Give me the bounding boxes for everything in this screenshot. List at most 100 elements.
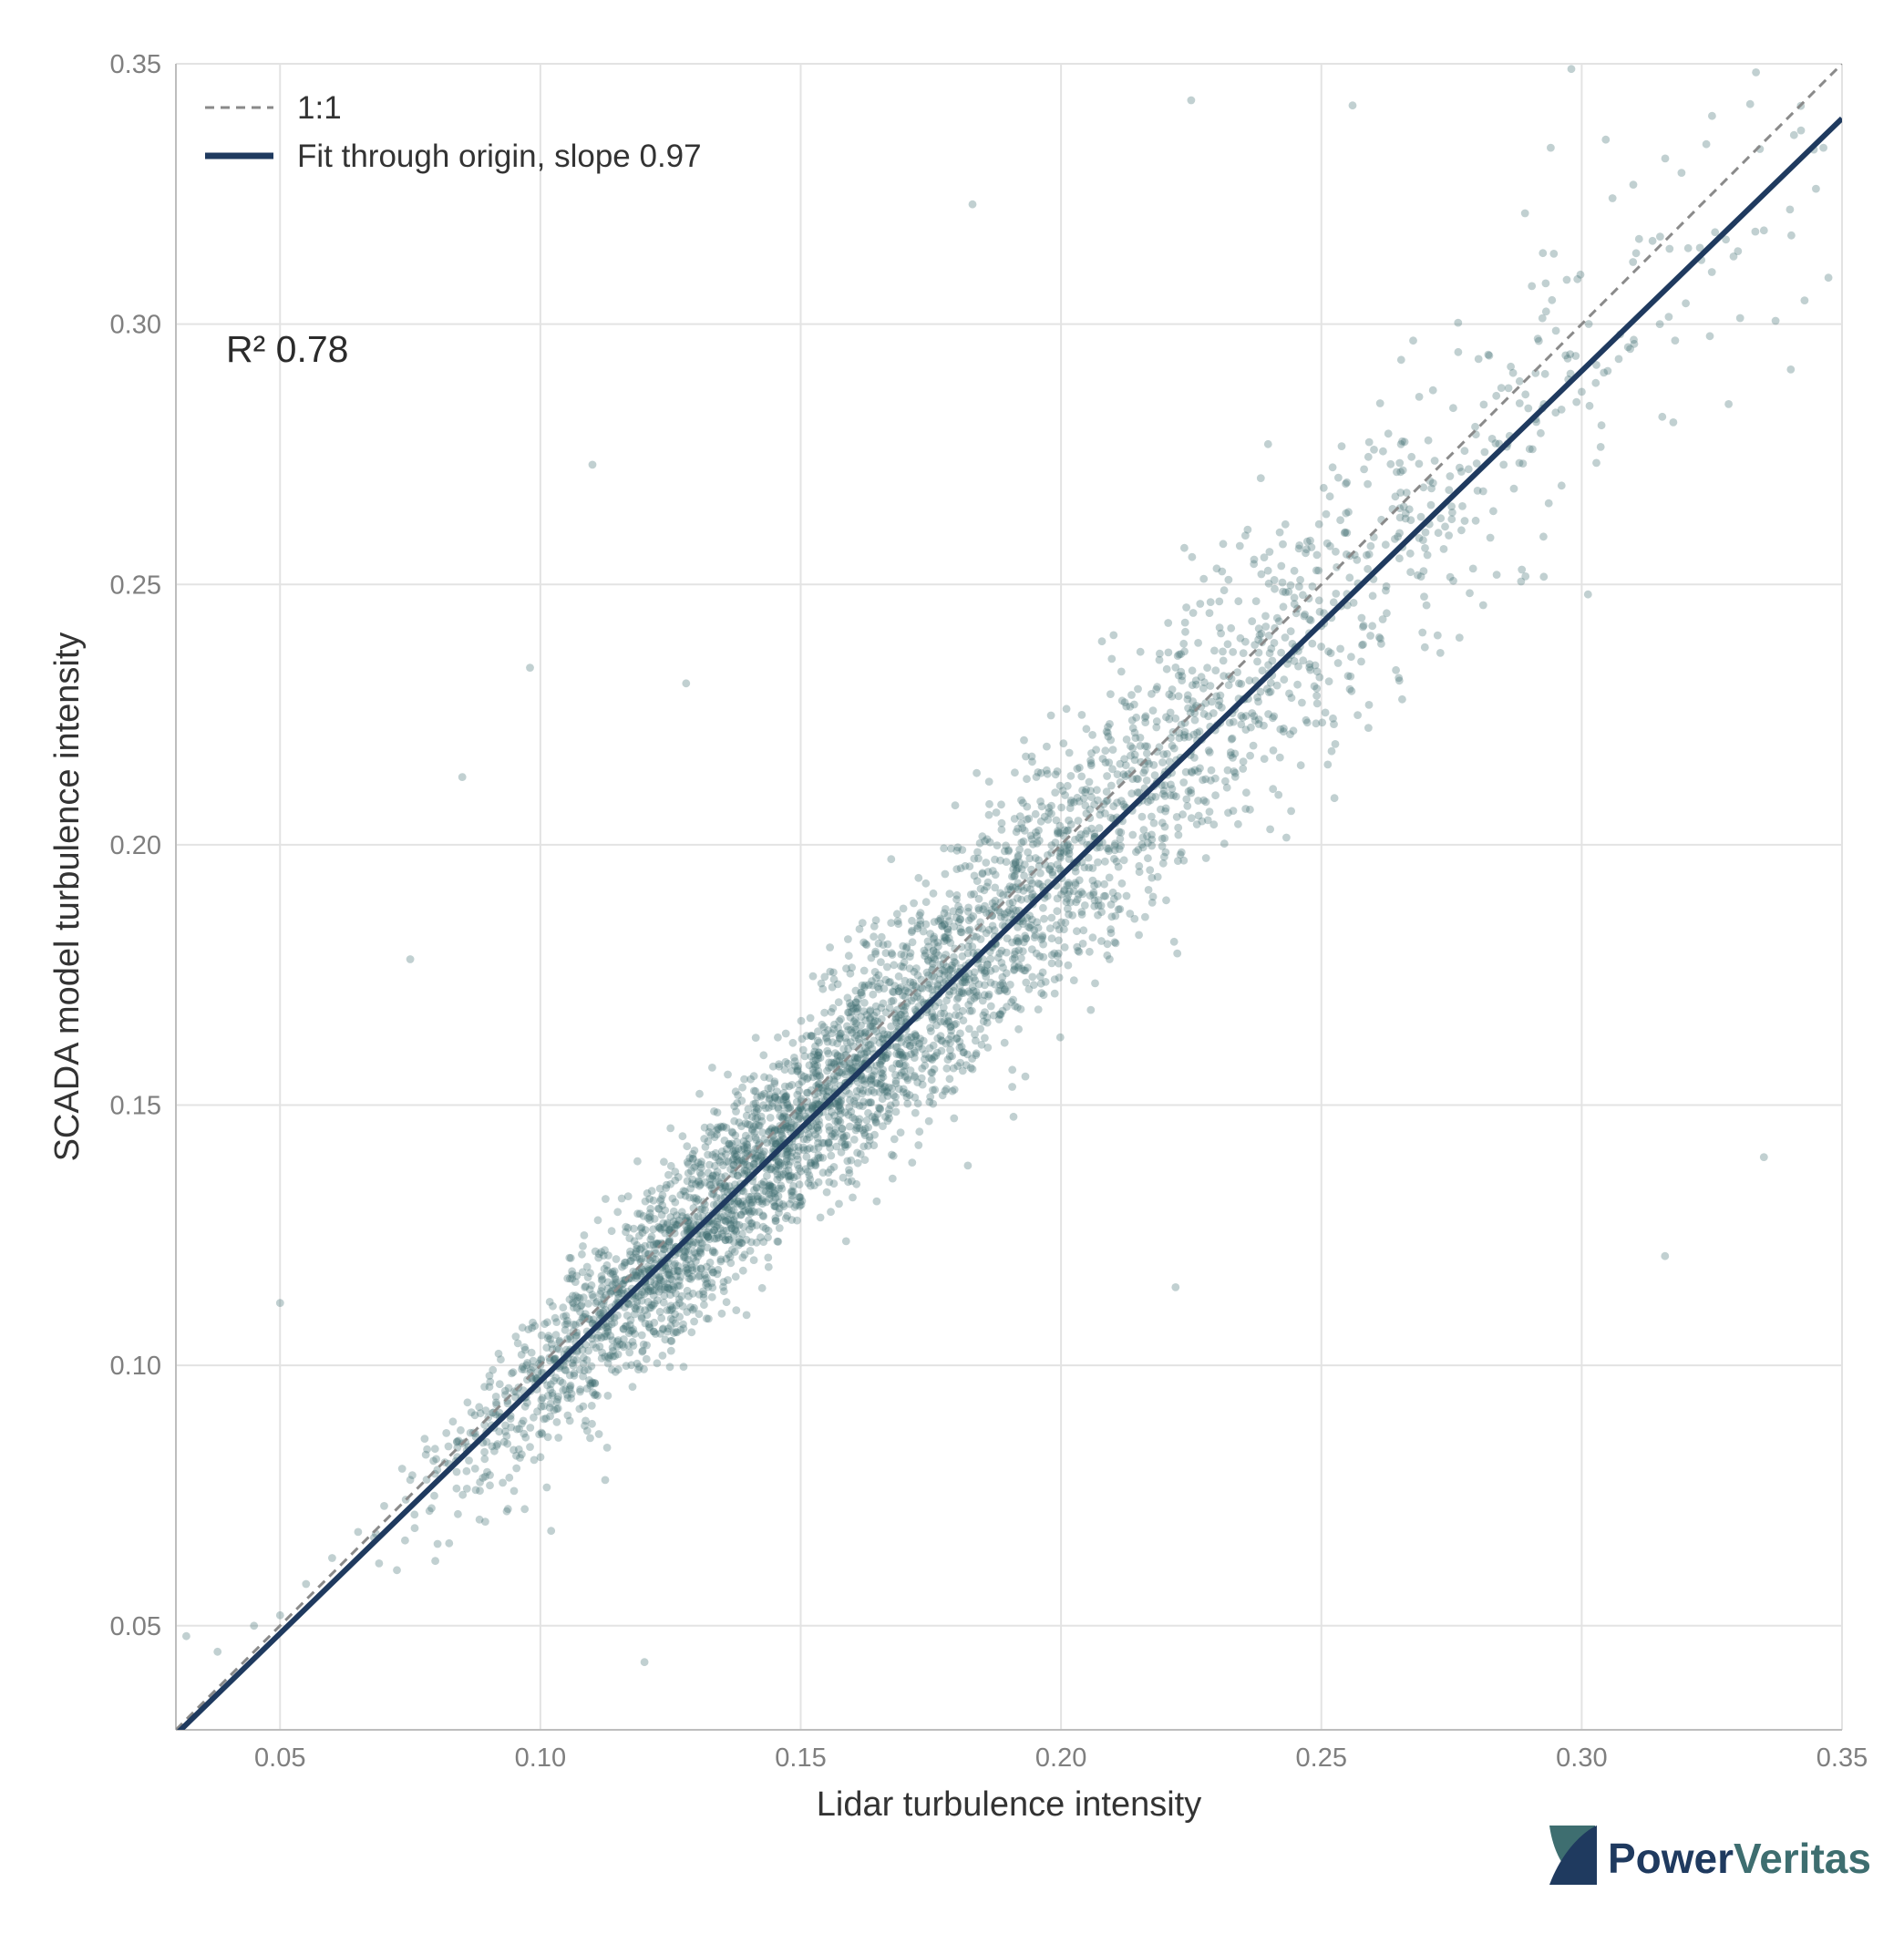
scatter-point: [1008, 898, 1017, 907]
scatter-point: [780, 1161, 789, 1169]
scatter-point: [870, 1115, 880, 1124]
scatter-point: [640, 1658, 649, 1667]
scatter-point: [848, 1177, 856, 1186]
scatter-point: [784, 1116, 793, 1125]
scatter-point: [1263, 439, 1272, 448]
scatter-point: [1176, 850, 1185, 859]
scatter-point: [656, 1197, 664, 1206]
scatter-point: [914, 1141, 923, 1149]
scatter-point: [1082, 785, 1091, 794]
scatter-point: [621, 1303, 629, 1311]
scatter-point: [781, 1057, 790, 1066]
scatter-point: [911, 1031, 920, 1040]
scatter-point: [1121, 761, 1130, 769]
scatter-point: [1220, 672, 1228, 680]
scatter-point: [927, 1054, 936, 1063]
scatter-point: [1058, 787, 1067, 795]
scatter-point: [1079, 794, 1088, 803]
scatter-point: [958, 846, 967, 854]
scatter-point: [851, 1004, 860, 1013]
scatter-point: [1063, 781, 1072, 790]
scatter-point: [613, 1350, 623, 1359]
scatter-point: [892, 1059, 901, 1068]
scatter-point: [656, 1276, 665, 1285]
scatter-point: [1327, 746, 1336, 756]
scatter-point: [610, 1267, 619, 1276]
scatter-point: [571, 1291, 580, 1301]
scatter-point: [973, 877, 982, 885]
scatter-point: [1024, 985, 1034, 993]
scatter-point: [688, 1154, 697, 1163]
scatter-point: [790, 1203, 799, 1211]
scatter-point: [722, 1157, 731, 1166]
scatter-point: [834, 1116, 843, 1125]
scatter-point: [482, 1437, 491, 1446]
scatter-point: [820, 1008, 828, 1017]
scatter-point: [655, 1224, 664, 1233]
y-tick-label: 0.15: [110, 1092, 161, 1121]
scatter-point: [859, 1126, 867, 1135]
scatter-point: [671, 1176, 680, 1185]
scatter-point: [810, 1158, 819, 1167]
scatter-point: [979, 905, 988, 914]
y-tick-label: 0.20: [110, 831, 161, 860]
scatter-point: [1286, 627, 1295, 635]
scatter-point: [684, 1269, 693, 1278]
scatter-point: [595, 1342, 604, 1351]
scatter-point: [1629, 258, 1638, 266]
scatter-point: [857, 988, 865, 997]
scatter-point: [1584, 320, 1593, 328]
scatter-point: [762, 1198, 771, 1207]
scatter-point: [949, 1064, 958, 1073]
scatter-point: [826, 967, 835, 976]
scatter-point: [838, 1137, 846, 1147]
scatter-point: [750, 1159, 758, 1168]
scatter-point: [894, 920, 903, 929]
scatter-point: [581, 1282, 590, 1291]
scatter-point: [746, 1209, 755, 1218]
scatter-point: [527, 1348, 536, 1357]
scatter-point: [1077, 836, 1086, 845]
scatter-point: [936, 914, 945, 923]
scatter-point: [1040, 812, 1049, 821]
scatter-point: [1394, 532, 1402, 541]
scatter-point: [713, 1108, 722, 1116]
scatter-point: [1401, 514, 1410, 523]
scatter-point: [1112, 857, 1121, 866]
scatter-point: [1329, 714, 1337, 723]
scatter-point: [795, 1193, 804, 1201]
scatter-point: [589, 1315, 598, 1324]
scatter-point: [1094, 896, 1103, 904]
scatter-point: [876, 1060, 885, 1069]
scatter-point: [669, 1315, 677, 1324]
scatter-point: [854, 1034, 863, 1044]
scatter-point: [888, 951, 897, 959]
scatter-point: [665, 1235, 674, 1244]
scatter-point: [814, 1178, 823, 1187]
scatter-point: [470, 1411, 479, 1420]
scatter-point: [635, 1209, 644, 1219]
scatter-point: [622, 1228, 630, 1237]
scatter-point: [602, 1444, 612, 1452]
scatter-point: [924, 971, 932, 980]
scatter-point: [1548, 295, 1557, 304]
scatter-point: [910, 899, 918, 908]
scatter-point: [1103, 728, 1112, 737]
scatter-point: [871, 1117, 880, 1126]
scatter-point: [885, 1083, 893, 1092]
scatter-point: [1070, 797, 1078, 807]
scatter-point: [1212, 564, 1221, 573]
scatter-point: [1172, 813, 1181, 821]
scatter-point: [1266, 687, 1275, 696]
scatter-point: [922, 968, 931, 977]
scatter-point: [1248, 709, 1257, 717]
scatter-point: [775, 1204, 784, 1213]
scatter-point: [909, 1038, 918, 1047]
scatter-point: [732, 1306, 741, 1314]
scatter-point: [879, 1034, 888, 1044]
scatter-point: [1022, 934, 1031, 943]
scatter-point: [642, 1282, 651, 1291]
scatter-point: [861, 1037, 870, 1046]
scatter-point: [867, 1022, 875, 1030]
scatter-point: [926, 930, 935, 938]
